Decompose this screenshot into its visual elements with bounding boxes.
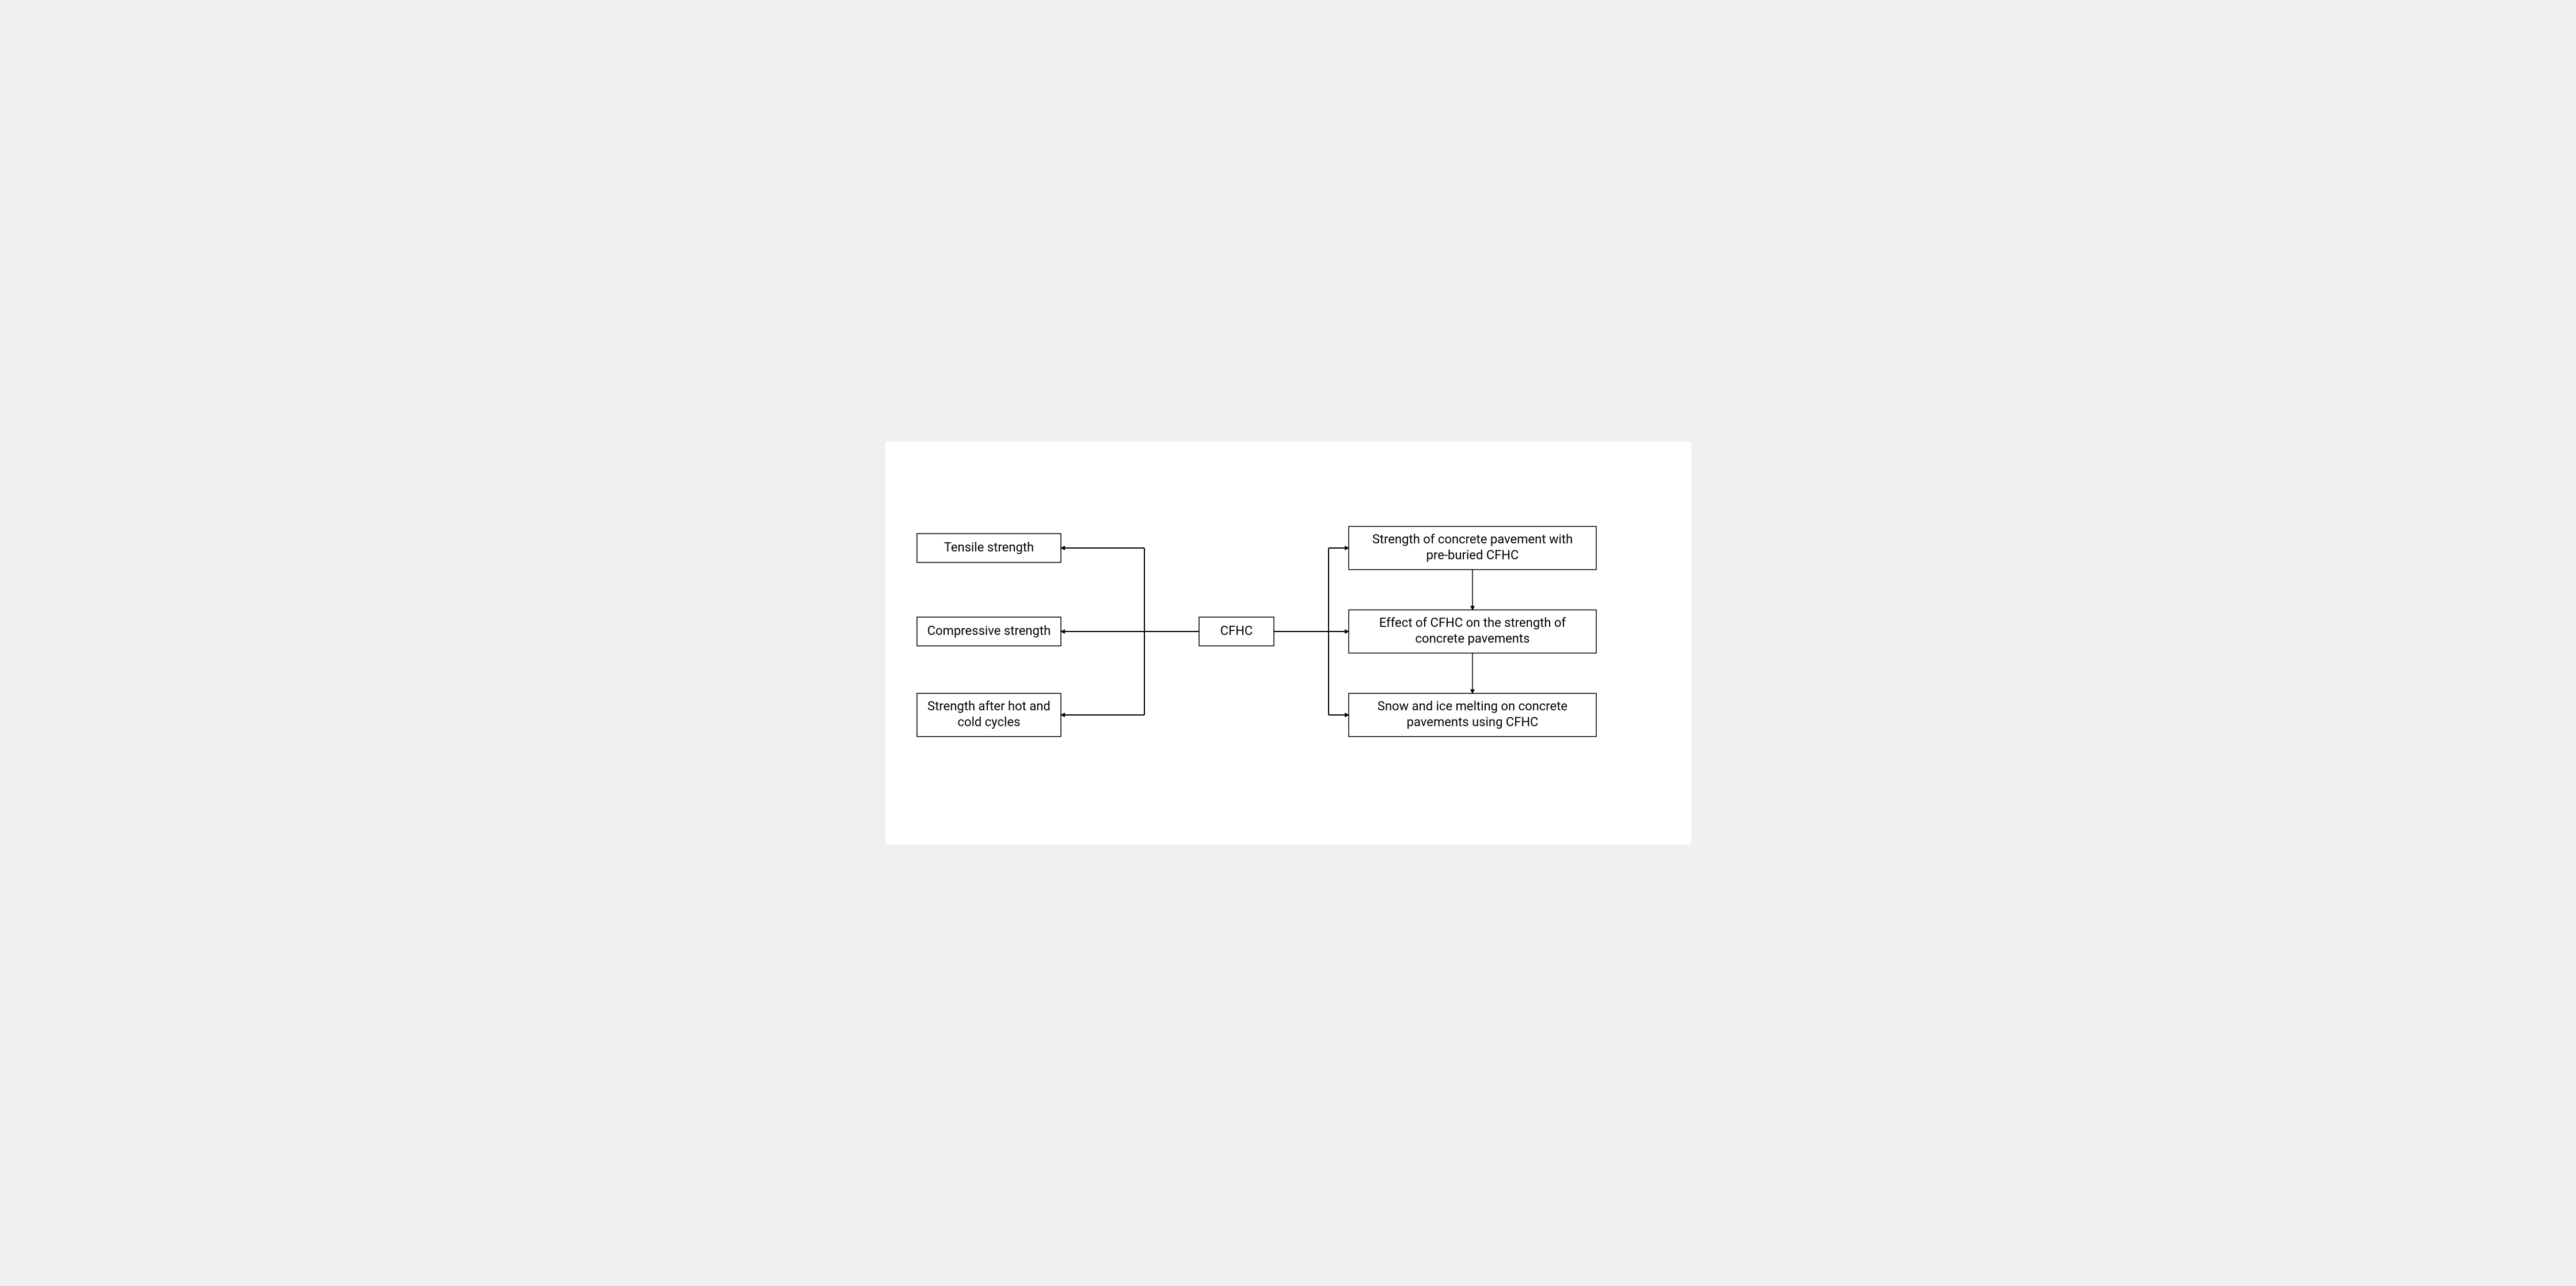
outer-frame: CFHC Tensile strength Compressive strength…	[868, 424, 1709, 862]
node-right2-label-1: concrete pavements	[1415, 632, 1529, 646]
node-right3-label-0: Snow and ice melting on concrete	[1377, 699, 1567, 714]
node-cfhc: CFHC	[1199, 617, 1274, 646]
node-cfhc-label-0: CFHC	[1220, 624, 1253, 638]
node-right2-label-0: Effect of CFHC on the strength of	[1379, 616, 1566, 630]
node-right1-label-1: pre-buried CFHC	[1426, 549, 1519, 563]
node-compressive-label-0: Compressive strength	[927, 624, 1050, 638]
node-right1-label-0: Strength of concrete pavement with	[1372, 532, 1572, 547]
node-compressive: Compressive strength	[917, 617, 1061, 646]
diagram-canvas: CFHC Tensile strength Compressive strength…	[885, 442, 1691, 844]
node-right3-label-1: pavements using CFHC	[1406, 716, 1538, 730]
node-tensile-label-0: Tensile strength	[943, 541, 1033, 555]
node-hotcold: Strength after hot and cold cycles	[917, 694, 1061, 737]
flowchart-svg: CFHC Tensile strength Compressive strength…	[885, 442, 1691, 844]
node-right3: Snow and ice melting on concrete pavement…	[1349, 694, 1596, 737]
node-right2: Effect of CFHC on the strength of concret…	[1349, 610, 1596, 653]
node-right1: Strength of concrete pavement with pre-bu…	[1349, 527, 1596, 570]
node-hotcold-label-1: cold cycles	[957, 716, 1020, 730]
node-tensile: Tensile strength	[917, 534, 1061, 562]
node-hotcold-label-0: Strength after hot and	[927, 699, 1051, 714]
